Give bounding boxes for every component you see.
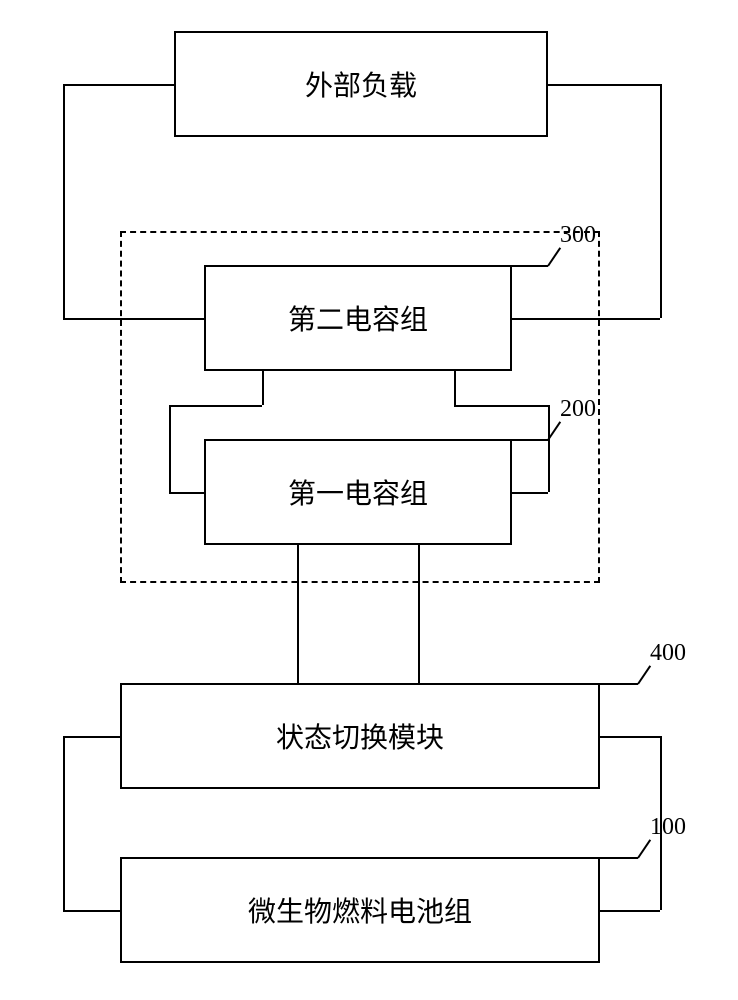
wire [169,492,204,494]
block-label: 微生物燃料电池组 [248,890,472,930]
block-capacitor-group-1: 第一电容组 [204,439,512,545]
wire [418,545,420,683]
wire [512,318,660,320]
wire [512,492,548,494]
ref-hook [637,839,651,858]
wire [63,84,174,86]
wire [454,405,548,407]
ref-hook [637,665,651,684]
wire [660,84,662,318]
wire [63,736,65,910]
block-external-load: 外部负载 [174,31,548,137]
wire [63,318,204,320]
ref-leader [490,439,548,441]
block-capacitor-group-2: 第二电容组 [204,265,512,371]
ref-label-300: 300 [560,222,596,249]
wire [169,405,171,492]
wire [63,84,65,318]
wire [454,371,456,405]
wire [63,910,120,912]
ref-leader [575,683,638,685]
ref-label-100: 100 [650,814,686,841]
block-state-switch-module: 状态切换模块 [120,683,600,789]
block-microbial-fuel-cell-stack: 微生物燃料电池组 [120,857,600,963]
wire [63,736,120,738]
block-label: 第二电容组 [288,298,428,338]
ref-label-400: 400 [650,640,686,667]
block-label: 第一电容组 [288,472,428,512]
wire [548,405,550,492]
wire [169,405,262,407]
ref-label-200: 200 [560,396,596,423]
wire [262,371,264,405]
wire [600,910,660,912]
wire [600,736,660,738]
wire [548,84,660,86]
block-label: 外部负载 [305,64,417,104]
wire [297,545,299,683]
block-label: 状态切换模块 [276,716,444,756]
diagram-canvas: 外部负载 第二电容组 第一电容组 状态切换模块 微生物燃料电池组 300 200… [0,0,738,1000]
ref-leader [575,857,638,859]
ref-leader [490,265,548,267]
